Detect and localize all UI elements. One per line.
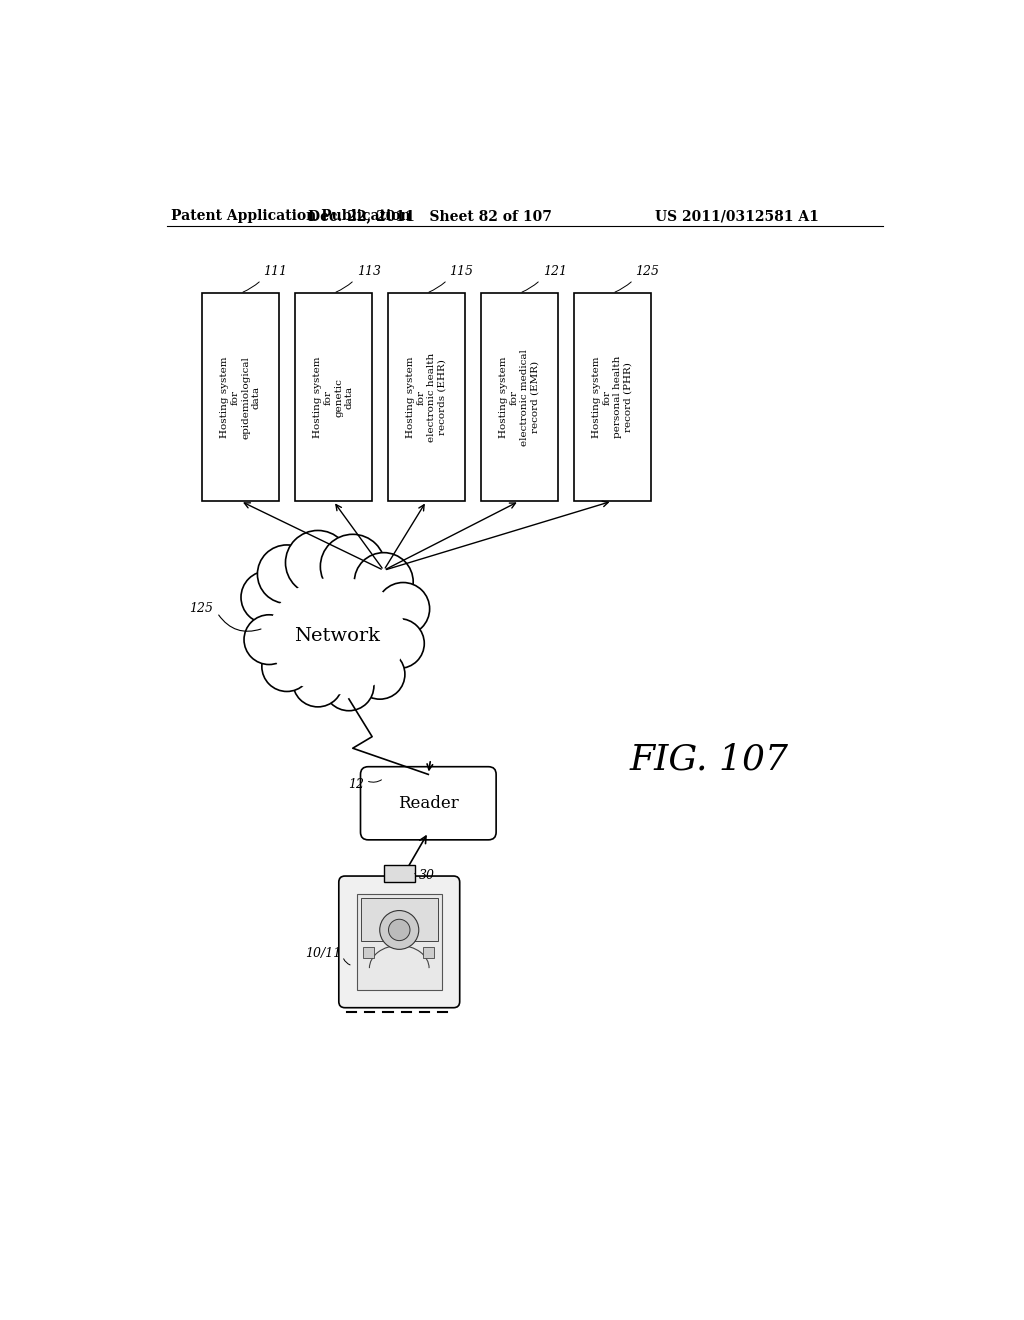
Bar	[362, 946, 375, 958]
Ellipse shape	[265, 574, 409, 697]
Circle shape	[374, 619, 424, 668]
Circle shape	[286, 531, 350, 595]
Circle shape	[262, 642, 312, 692]
Bar	[388, 293, 465, 502]
Text: 30: 30	[419, 869, 434, 882]
Text: 125: 125	[189, 602, 213, 615]
Text: 121: 121	[543, 265, 566, 277]
Bar	[423, 946, 434, 958]
Circle shape	[244, 615, 294, 664]
Circle shape	[321, 535, 385, 599]
Text: 10/11: 10/11	[305, 948, 341, 961]
Text: Hosting system
for
genetic
data: Hosting system for genetic data	[313, 356, 353, 438]
FancyBboxPatch shape	[360, 767, 496, 840]
Bar	[573, 293, 651, 502]
Text: Hosting system
for
epidemiological
data: Hosting system for epidemiological data	[220, 355, 260, 438]
Circle shape	[354, 553, 414, 611]
Text: Reader: Reader	[398, 795, 459, 812]
Text: 113: 113	[356, 265, 381, 277]
Circle shape	[257, 545, 316, 603]
Bar	[295, 293, 372, 502]
Text: US 2011/0312581 A1: US 2011/0312581 A1	[655, 209, 819, 223]
Circle shape	[293, 657, 343, 708]
Circle shape	[324, 661, 374, 710]
Bar	[360, 898, 438, 941]
Bar	[384, 866, 415, 882]
Text: 125: 125	[636, 265, 659, 277]
Text: 12: 12	[348, 779, 365, 791]
Text: Patent Application Publication: Patent Application Publication	[171, 209, 411, 223]
Text: Hosting system
for
personal health
record (PHR): Hosting system for personal health recor…	[592, 356, 633, 438]
Text: 115: 115	[450, 265, 474, 277]
FancyBboxPatch shape	[339, 876, 460, 1007]
Text: Hosting system
for
electronic medical
record (EMR): Hosting system for electronic medical re…	[500, 348, 540, 446]
Text: 111: 111	[263, 265, 288, 277]
Bar	[202, 293, 280, 502]
Bar	[356, 894, 442, 990]
Text: Hosting system
for
electronic health
records (EHR): Hosting system for electronic health rec…	[407, 352, 446, 442]
Circle shape	[380, 911, 419, 949]
Circle shape	[241, 572, 294, 623]
Circle shape	[388, 919, 410, 941]
Circle shape	[377, 582, 430, 635]
Text: Network: Network	[294, 627, 380, 644]
Text: FIG. 107: FIG. 107	[630, 742, 788, 776]
Circle shape	[355, 649, 404, 700]
Ellipse shape	[269, 578, 406, 693]
Bar	[480, 293, 558, 502]
Text: Dec. 22, 2011   Sheet 82 of 107: Dec. 22, 2011 Sheet 82 of 107	[308, 209, 552, 223]
